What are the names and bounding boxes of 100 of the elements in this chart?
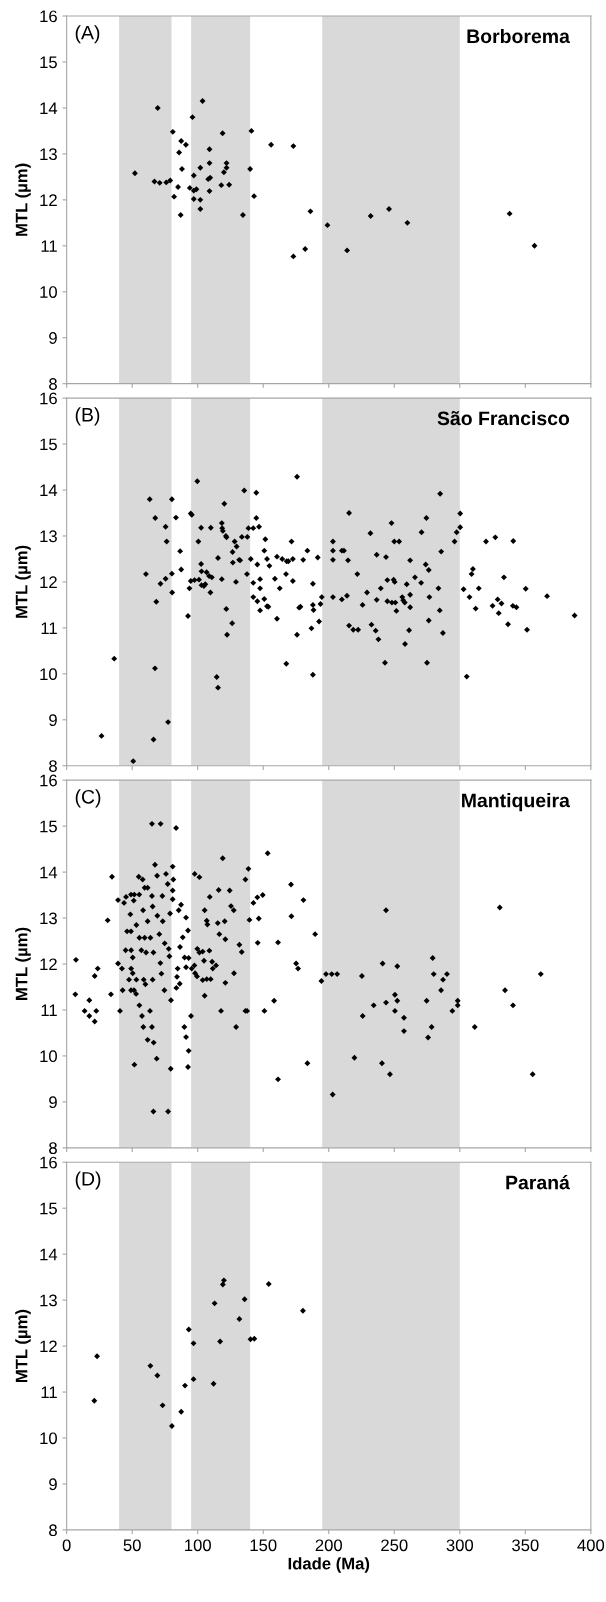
point — [531, 242, 538, 249]
y-tick-label: 8 — [49, 760, 57, 772]
y-tick-label: 14 — [40, 1248, 58, 1261]
point — [344, 247, 351, 254]
y-tick-label: 10 — [40, 668, 57, 681]
y-tick-label: 16 — [40, 392, 57, 405]
y-tick-label: 15 — [40, 820, 57, 833]
y-axis-title: MTL (µm) — [15, 163, 31, 236]
x-tick-label: 350 — [512, 1539, 539, 1552]
y-tick-label: 10 — [40, 286, 57, 298]
annotation: (B) — [75, 407, 100, 426]
point — [251, 193, 257, 200]
point — [177, 212, 184, 218]
point — [290, 143, 297, 150]
y-tick-label: 12 — [40, 1340, 57, 1353]
annotation: (A) — [75, 25, 100, 44]
point — [302, 246, 309, 252]
x-tick-label: 0 — [62, 1539, 71, 1552]
y-tick-label: 14 — [40, 866, 58, 879]
y-axis-title: MTL (µm) — [15, 1309, 31, 1383]
text: São Francisco — [437, 410, 570, 426]
point — [218, 182, 225, 189]
y-tick-label: 15 — [40, 1202, 57, 1215]
text: Mantiqueira — [462, 793, 571, 812]
point — [268, 141, 275, 148]
point — [247, 166, 254, 172]
y-tick-label: 16 — [40, 774, 57, 787]
point — [248, 127, 255, 134]
point — [185, 1326, 192, 1333]
point — [217, 1338, 224, 1345]
point — [171, 193, 178, 200]
x-tick-label: 300 — [446, 1539, 474, 1552]
point — [91, 1397, 98, 1404]
point — [307, 208, 314, 215]
point — [159, 1402, 166, 1409]
point — [131, 170, 138, 177]
x-tick-label: 100 — [185, 1539, 211, 1552]
y-axis-title: MTL (µm) — [15, 927, 31, 1000]
y-tick-label: 13 — [40, 912, 57, 925]
y-tick-label: 13 — [40, 1294, 57, 1307]
point — [239, 212, 246, 218]
y-tick-label: 16 — [40, 1156, 57, 1169]
point — [147, 1362, 154, 1369]
point — [94, 1353, 101, 1360]
point — [219, 1281, 226, 1288]
point — [182, 141, 189, 148]
x-tick-label: 400 — [577, 1539, 605, 1552]
text: Paraná — [506, 1174, 570, 1190]
point — [220, 1277, 227, 1284]
point — [182, 1382, 188, 1389]
y-tick-label: 8 — [49, 1524, 57, 1537]
x-tick-label: 250 — [381, 1539, 408, 1552]
y-tick-label: 9 — [49, 714, 57, 726]
point — [241, 1296, 248, 1303]
point — [223, 164, 230, 171]
point — [199, 98, 206, 104]
point — [197, 206, 204, 212]
y-axis-title: MTL (µm) — [15, 545, 31, 618]
point — [223, 160, 230, 167]
point — [265, 1281, 272, 1287]
y-tick-label: 13 — [40, 530, 57, 543]
text: Borborema — [467, 28, 571, 44]
annotation: (D) — [75, 1171, 101, 1190]
point — [219, 130, 226, 137]
point — [211, 1300, 218, 1307]
y-tick-label: 15 — [40, 56, 57, 69]
x-axis-title: Idade (Ma) — [288, 1557, 370, 1573]
point — [220, 169, 227, 176]
y-tick-label: 8 — [49, 1142, 57, 1155]
point — [178, 138, 185, 144]
point — [190, 172, 197, 179]
point — [324, 222, 331, 229]
y-tick-label: 11 — [41, 1004, 57, 1016]
y-tick-label: 15 — [40, 438, 57, 451]
point — [404, 219, 411, 226]
point — [190, 1376, 197, 1383]
point — [176, 149, 183, 156]
y-tick-label: 10 — [40, 1432, 57, 1445]
y-tick-label: 9 — [49, 332, 57, 344]
point — [206, 188, 213, 195]
point — [156, 179, 163, 186]
point — [367, 212, 374, 219]
x-tick-label: 200 — [315, 1539, 343, 1552]
point — [190, 195, 197, 202]
point — [189, 114, 196, 121]
point — [236, 1316, 243, 1322]
y-tick-label: 11 — [41, 622, 57, 634]
point — [197, 196, 204, 203]
y-tick-label: 12 — [40, 576, 57, 588]
y-tick-label: 10 — [40, 1050, 57, 1063]
y-tick-label: 11 — [41, 1386, 57, 1399]
point — [154, 1372, 161, 1379]
point — [190, 1340, 197, 1347]
x-tick-label: 50 — [123, 1539, 141, 1552]
annotation: (C) — [75, 789, 101, 808]
y-tick-label: 14 — [40, 484, 58, 497]
point — [226, 181, 233, 188]
y-tick-label: 12 — [40, 194, 57, 206]
point — [163, 179, 170, 186]
point — [168, 1423, 175, 1429]
